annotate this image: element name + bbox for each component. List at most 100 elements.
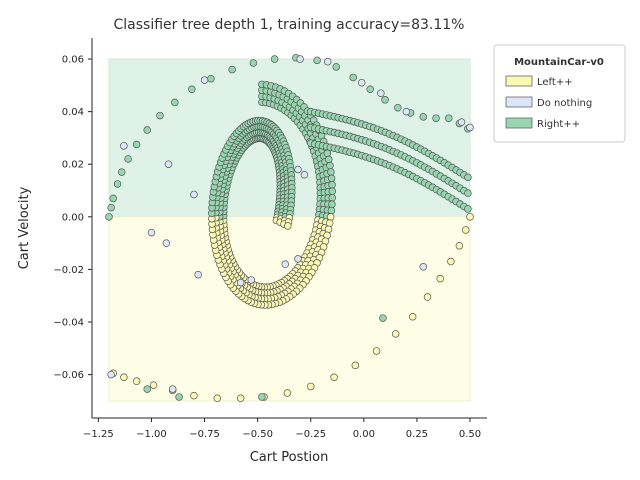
data-point bbox=[423, 293, 432, 301]
data-point bbox=[228, 65, 236, 74]
data-point bbox=[326, 213, 335, 221]
data-point bbox=[327, 206, 336, 215]
data-point bbox=[464, 189, 472, 197]
x-tick-label: 0.00 bbox=[353, 429, 375, 440]
data-point bbox=[236, 278, 245, 287]
data-point bbox=[445, 114, 453, 122]
data-point bbox=[147, 228, 156, 237]
chart-title: Classifier tree depth 1, training accura… bbox=[114, 17, 465, 33]
data-point bbox=[462, 226, 470, 234]
data-point bbox=[328, 187, 337, 196]
y-tick-label: 0.02 bbox=[62, 160, 84, 171]
data-point bbox=[294, 165, 302, 174]
data-point bbox=[324, 225, 333, 234]
y-tick-label: −0.02 bbox=[53, 265, 84, 276]
data-point bbox=[466, 213, 474, 221]
data-point bbox=[200, 76, 209, 84]
x-tick-label: 0.50 bbox=[459, 429, 481, 440]
data-point bbox=[379, 314, 387, 322]
data-point bbox=[117, 168, 126, 176]
data-point bbox=[249, 59, 258, 67]
data-point bbox=[306, 382, 315, 391]
data-point bbox=[190, 391, 198, 400]
data-point bbox=[313, 56, 321, 65]
data-point bbox=[328, 200, 336, 208]
data-point bbox=[109, 194, 117, 203]
data-point bbox=[325, 219, 334, 227]
data-point bbox=[366, 85, 374, 94]
data-point bbox=[247, 276, 256, 284]
data-point bbox=[283, 389, 292, 397]
data-point bbox=[132, 377, 141, 385]
scatter-points bbox=[105, 53, 474, 403]
data-point bbox=[300, 170, 309, 179]
data-point bbox=[377, 89, 385, 97]
data-point bbox=[436, 274, 445, 283]
data-point bbox=[171, 98, 179, 107]
data-point bbox=[120, 142, 128, 150]
x-tick-label: −1.00 bbox=[136, 429, 167, 440]
x-tick-label: 0.25 bbox=[406, 429, 428, 440]
legend-swatch-do-nothing bbox=[505, 96, 533, 108]
x-axis-label: Cart Postion bbox=[250, 450, 329, 465]
data-point bbox=[464, 205, 472, 213]
data-point bbox=[372, 347, 381, 355]
legend-swatch-right bbox=[505, 117, 533, 129]
data-point bbox=[419, 113, 428, 121]
x-axis-ticks: −1.25 −1.00 −0.75 −0.50 −0.25 0.00 0.25 0.50 bbox=[83, 418, 481, 440]
x-tick-label: −0.25 bbox=[295, 429, 326, 440]
data-point bbox=[326, 161, 334, 170]
data-point bbox=[457, 118, 466, 126]
data-point bbox=[156, 111, 164, 120]
legend-title: MountainCar-v0 bbox=[514, 57, 604, 68]
data-point bbox=[120, 373, 128, 381]
data-point bbox=[143, 126, 151, 134]
data-point bbox=[143, 385, 151, 393]
data-point bbox=[419, 263, 428, 271]
legend-label-right: Right++ bbox=[537, 119, 580, 130]
data-point bbox=[357, 78, 366, 87]
decision-regions bbox=[108, 58, 471, 402]
data-point bbox=[188, 85, 196, 94]
data-point bbox=[327, 174, 336, 183]
y-tick-label: −0.04 bbox=[53, 318, 84, 329]
data-point bbox=[349, 73, 357, 82]
data-point bbox=[107, 203, 115, 212]
x-tick-label: −0.75 bbox=[189, 429, 220, 440]
y-tick-label: 0.04 bbox=[62, 107, 84, 118]
y-axis-ticks: −0.06 −0.04 −0.02 0.00 0.02 0.04 0.06 bbox=[53, 55, 92, 381]
data-point bbox=[323, 57, 332, 66]
data-point bbox=[327, 168, 335, 176]
data-point bbox=[294, 255, 302, 263]
legend: MountainCar-v0 Left++ Do nothing Right++ bbox=[493, 44, 626, 143]
data-point bbox=[190, 190, 198, 199]
x-tick-label: −0.50 bbox=[242, 429, 273, 440]
data-point bbox=[325, 155, 333, 164]
data-point bbox=[258, 393, 266, 401]
data-point bbox=[328, 181, 336, 189]
data-point bbox=[113, 180, 122, 188]
data-point bbox=[330, 373, 338, 381]
data-point bbox=[281, 260, 290, 268]
data-point bbox=[105, 213, 113, 221]
data-point bbox=[408, 313, 417, 321]
y-axis-label: Cart Velocity bbox=[17, 186, 32, 269]
data-point bbox=[402, 107, 411, 116]
plot-area bbox=[105, 53, 474, 403]
data-point bbox=[194, 270, 202, 279]
data-point bbox=[168, 385, 177, 393]
data-point bbox=[175, 393, 183, 401]
data-point bbox=[124, 155, 132, 163]
data-point bbox=[162, 239, 171, 247]
data-point bbox=[296, 55, 304, 63]
data-point bbox=[455, 242, 464, 250]
data-point bbox=[149, 381, 158, 389]
data-point bbox=[447, 257, 455, 266]
data-point bbox=[466, 123, 474, 132]
data-point bbox=[107, 370, 115, 379]
legend-label-do-nothing: Do nothing bbox=[537, 98, 592, 109]
legend-swatch-left bbox=[505, 75, 533, 87]
data-point bbox=[351, 361, 360, 370]
data-point bbox=[164, 160, 173, 168]
